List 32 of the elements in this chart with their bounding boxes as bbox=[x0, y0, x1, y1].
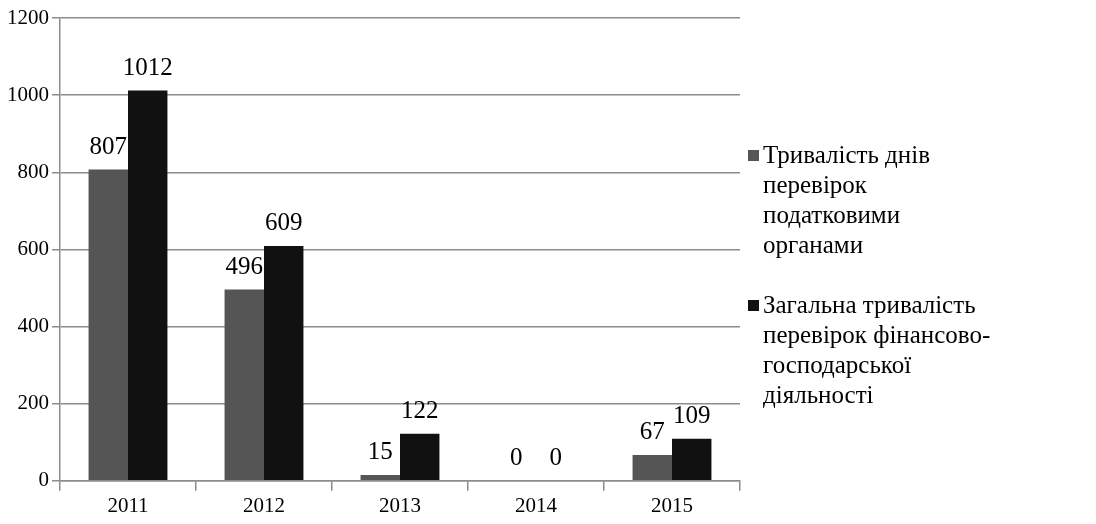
bar bbox=[224, 289, 264, 481]
y-tick-label: 0 bbox=[38, 467, 49, 492]
bar bbox=[400, 433, 440, 481]
y-tick-label: 800 bbox=[17, 158, 49, 183]
data-label: 0 bbox=[510, 442, 523, 470]
data-label: 67 bbox=[639, 417, 665, 445]
y-tick-label: 200 bbox=[17, 390, 49, 415]
legend-label: Загальна тривалість перевірок фінансово-господарської діяльності bbox=[763, 290, 992, 410]
data-label: 807 bbox=[89, 131, 128, 159]
x-tick-label: 2013 bbox=[379, 492, 421, 517]
bar bbox=[672, 438, 712, 481]
data-label: 1012 bbox=[122, 52, 173, 80]
legend-label: Тривалість днів перевірок податковими органами bbox=[763, 140, 931, 260]
x-tick-label: 2011 bbox=[107, 492, 149, 517]
data-label: 109 bbox=[672, 400, 711, 428]
bar bbox=[128, 90, 168, 481]
data-label: 496 bbox=[225, 251, 264, 279]
y-tick-label: 1200 bbox=[7, 4, 49, 29]
data-label: 0 bbox=[549, 442, 562, 470]
data-label: 609 bbox=[264, 207, 303, 235]
x-tick-label: 2014 bbox=[515, 492, 558, 517]
x-tick-label: 2015 bbox=[651, 492, 693, 517]
y-tick-label: 1000 bbox=[7, 81, 49, 106]
x-tick-label: 2012 bbox=[243, 492, 285, 517]
bar bbox=[88, 169, 128, 481]
bar bbox=[360, 475, 400, 481]
bar bbox=[632, 454, 672, 481]
data-label: 122 bbox=[400, 395, 439, 423]
data-label: 15 bbox=[367, 437, 393, 465]
y-tick-label: 600 bbox=[17, 235, 49, 260]
y-tick-label: 400 bbox=[17, 313, 49, 338]
bar bbox=[264, 245, 304, 481]
